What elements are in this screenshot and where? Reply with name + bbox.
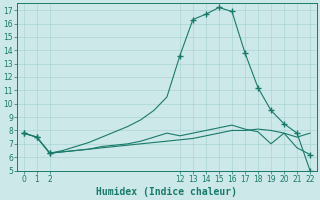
X-axis label: Humidex (Indice chaleur): Humidex (Indice chaleur) <box>96 186 237 197</box>
